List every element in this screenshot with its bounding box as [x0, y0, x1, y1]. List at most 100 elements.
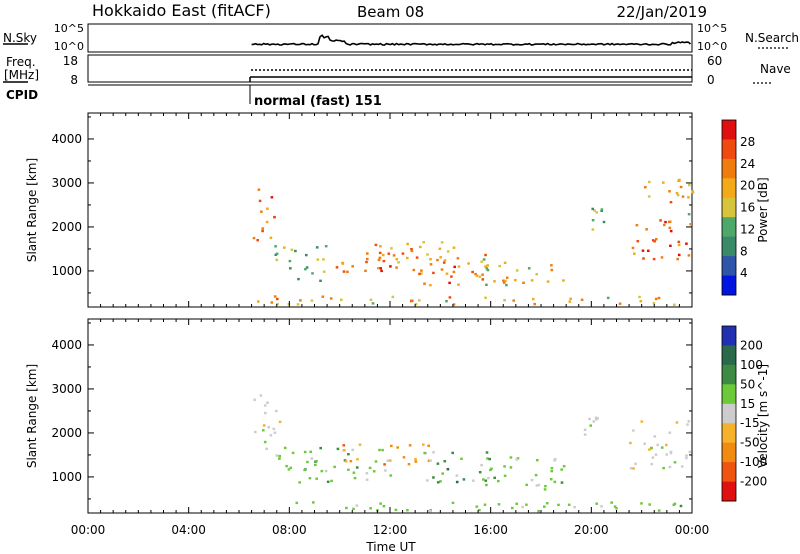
heatmap-cell — [408, 444, 412, 447]
x-tick-label: 00:00 — [71, 523, 106, 537]
colorbar-swatch — [722, 384, 736, 405]
heatmap-cell — [515, 458, 518, 461]
heatmap-cell — [648, 448, 651, 451]
heatmap-cell — [442, 261, 446, 264]
cpid-mode-text: normal (fast) 151 — [254, 94, 382, 109]
heatmap-cell — [365, 472, 369, 475]
heatmap-cell — [688, 450, 692, 454]
heatmap-cell — [420, 269, 423, 272]
heatmap-cell — [676, 193, 680, 197]
heatmap-cell — [312, 501, 315, 504]
heatmap-cell — [267, 426, 270, 429]
heatmap-cell — [269, 236, 273, 239]
heatmap-cell — [297, 277, 300, 281]
heatmap-cell — [369, 298, 373, 301]
heatmap-cell — [665, 453, 668, 456]
heatmap-cell — [677, 179, 680, 182]
heatmap-cell — [397, 261, 400, 264]
heatmap-cell — [562, 279, 565, 282]
heatmap-cell — [685, 456, 688, 460]
heatmap-cell — [275, 454, 279, 457]
heatmap-cell — [659, 219, 662, 222]
heatmap-cell — [432, 476, 435, 479]
heatmap-cell — [376, 267, 380, 270]
heatmap-cell — [336, 447, 340, 451]
heatmap-cell — [636, 240, 640, 243]
heatmap-cell — [515, 502, 518, 505]
heatmap-cell — [436, 481, 440, 484]
heatmap-cell — [640, 502, 643, 505]
heatmap-cell — [530, 478, 534, 482]
colorbar-swatch — [722, 481, 736, 502]
heatmap-cell — [553, 480, 557, 484]
heatmap-cell — [310, 457, 314, 460]
heatmap-cell — [436, 462, 440, 465]
heatmap-cell — [347, 468, 350, 471]
heatmap-cell — [314, 463, 317, 467]
heatmap-cell — [654, 297, 658, 301]
heatmap-cell — [668, 190, 671, 193]
heatmap-cell — [481, 278, 485, 281]
heatmap-cell — [365, 478, 369, 481]
heatmap-cell — [273, 216, 276, 219]
heatmap-cell — [502, 281, 506, 284]
x-tick-label: 20:00 — [574, 523, 609, 537]
heatmap-cell — [257, 300, 260, 303]
heatmap-cell — [389, 459, 392, 462]
heatmap-cell — [266, 401, 269, 404]
heatmap-cell — [455, 480, 459, 484]
heatmap-cell — [364, 269, 367, 272]
heatmap-cell — [429, 263, 433, 266]
heatmap-cell — [452, 246, 456, 249]
power-plot-frame — [87, 112, 693, 308]
heatmap-cell — [392, 254, 396, 257]
x-tick-label: 12:00 — [373, 523, 408, 537]
heatmap-cell — [544, 485, 547, 488]
heatmap-cell — [378, 251, 382, 255]
heatmap-cell — [378, 256, 382, 259]
nave-right-tick-bottom: 0 — [707, 73, 715, 87]
heatmap-cell — [533, 302, 536, 306]
heatmap-cell — [427, 444, 430, 447]
heatmap-cell — [642, 257, 645, 260]
heatmap-cell — [485, 451, 489, 454]
heatmap-cell — [415, 256, 419, 259]
heatmap-cell — [384, 469, 387, 472]
heatmap-cell — [591, 207, 594, 211]
colorbar-swatch — [722, 256, 736, 276]
heatmap-cell — [426, 253, 429, 256]
heatmap-cell — [303, 450, 307, 454]
heatmap-cell — [303, 468, 306, 472]
heatmap-cell — [320, 469, 324, 473]
heatmap-cell — [315, 459, 318, 463]
heatmap-cell — [460, 457, 463, 460]
heatmap-cell — [262, 424, 266, 427]
heatmap-cell — [451, 451, 454, 455]
heatmap-cell — [673, 461, 677, 464]
freq-left-tick-bottom: 8 — [70, 73, 78, 87]
heatmap-cell — [474, 272, 477, 276]
heatmap-cell — [610, 501, 613, 504]
heatmap-cell — [550, 466, 554, 470]
heatmap-cell — [330, 479, 333, 483]
heatmap-cell — [562, 465, 566, 468]
heatmap-cell — [315, 477, 318, 480]
heatmap-cell — [662, 181, 665, 184]
heatmap-cell — [322, 270, 326, 273]
heatmap-cell — [497, 503, 501, 506]
heatmap-cell — [310, 299, 314, 302]
heatmap-cell — [379, 502, 382, 505]
heatmap-cell — [648, 503, 651, 506]
heatmap-cell — [580, 298, 584, 301]
heatmap-cell — [480, 260, 483, 263]
heatmap-cell — [583, 433, 587, 436]
date-label: 22/Jan/2019 — [617, 3, 708, 21]
heatmap-cell — [677, 253, 681, 257]
heatmap-cell — [450, 275, 453, 278]
heatmap-cell — [418, 299, 421, 302]
heatmap-cell — [652, 302, 656, 305]
heatmap-cell — [535, 273, 538, 276]
heatmap-cell — [374, 243, 378, 247]
velocity-data-cells — [253, 394, 692, 513]
velocity-colorbar: 200 100 50 15 -15 -50 -100 -200 — [721, 325, 767, 502]
